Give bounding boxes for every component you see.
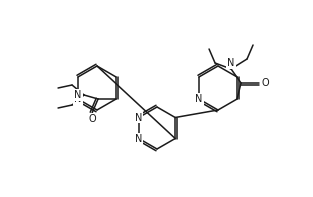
- Text: N: N: [74, 90, 82, 100]
- Text: O: O: [88, 114, 96, 124]
- Text: N: N: [135, 134, 142, 143]
- Text: N: N: [74, 94, 82, 104]
- Text: N: N: [227, 58, 235, 68]
- Text: N: N: [195, 94, 203, 104]
- Text: O: O: [261, 78, 269, 88]
- Text: N: N: [135, 112, 142, 123]
